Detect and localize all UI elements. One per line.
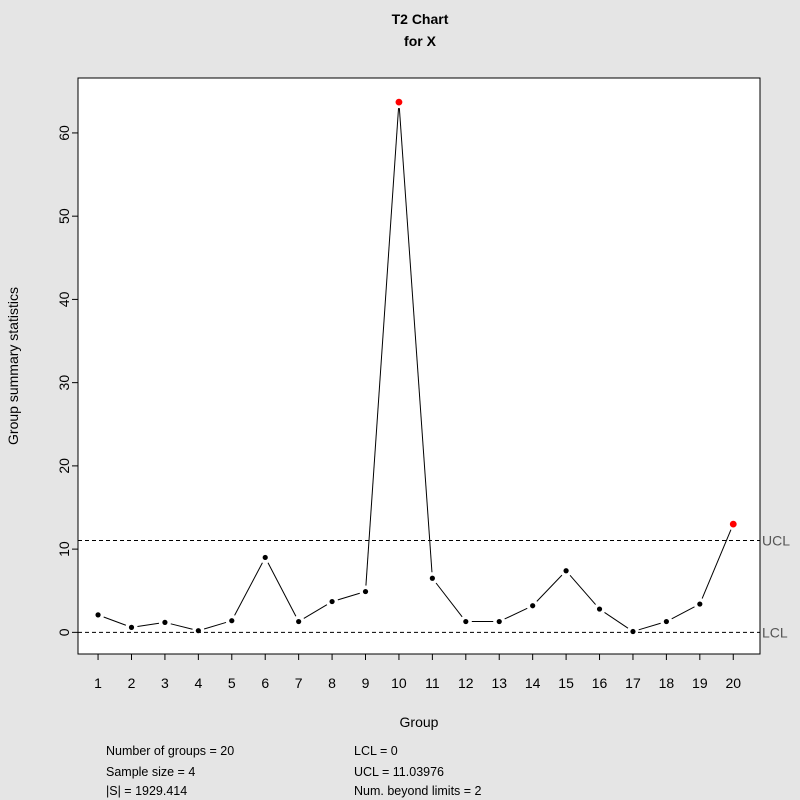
data-point xyxy=(329,598,335,605)
series-segment xyxy=(701,529,732,599)
series-segment xyxy=(303,604,328,619)
data-point xyxy=(530,603,536,609)
stat-beyond-limits: Num. beyond limits = 2 xyxy=(354,784,482,798)
series-segment xyxy=(234,562,263,616)
y-tick-label: 10 xyxy=(56,541,72,557)
series-segment xyxy=(170,623,193,630)
x-tick-label: 17 xyxy=(625,675,641,691)
x-tick-label: 8 xyxy=(328,675,336,691)
series-segment xyxy=(604,611,629,629)
data-point xyxy=(463,618,469,625)
plot-area xyxy=(77,77,761,655)
data-point xyxy=(162,619,168,625)
stats-right: LCL = 0 UCL = 11.03976 Num. beyond limit… xyxy=(354,744,482,798)
x-tick-label: 14 xyxy=(525,675,541,691)
x-tick-label: 4 xyxy=(194,675,202,691)
x-axis: 1 2 3 4 5 6 7 8 9 10 11 12 13 14 15 16 17 18 19 20 xyxy=(94,654,741,691)
data-point xyxy=(229,618,235,624)
stat-determinant: |S| = 1929.414 xyxy=(106,784,187,798)
stats-left: Number of groups = 20 Sample size = 4 |S… xyxy=(106,744,234,798)
x-axis-label: Group xyxy=(400,714,439,730)
stat-lcl: LCL = 0 xyxy=(354,744,398,758)
series-segment xyxy=(638,622,661,631)
data-series xyxy=(95,98,737,635)
y-tick-label: 30 xyxy=(56,375,72,391)
series-segment xyxy=(337,592,360,601)
data-point-out-of-control xyxy=(395,98,403,106)
x-tick-label: 5 xyxy=(228,675,236,691)
ucl-label: UCL xyxy=(762,532,790,548)
series-segment xyxy=(504,607,528,620)
series-segment xyxy=(671,606,695,620)
stat-sample-size: Sample size = 4 xyxy=(106,765,195,779)
series-segment xyxy=(398,108,433,573)
y-axis-label: Group summary statistics xyxy=(5,287,21,445)
data-point xyxy=(262,554,268,561)
series-segment xyxy=(569,574,596,605)
stat-number-of-groups: Number of groups = 20 xyxy=(106,744,234,758)
x-tick-label: 7 xyxy=(295,675,303,691)
data-point xyxy=(663,618,669,625)
control-limits: UCL LCL xyxy=(78,532,790,640)
x-tick-label: 18 xyxy=(659,675,675,691)
x-tick-label: 3 xyxy=(161,675,169,691)
x-tick-label: 15 xyxy=(558,675,574,691)
x-tick-label: 12 xyxy=(458,675,474,691)
x-tick-label: 19 xyxy=(692,675,708,691)
x-tick-label: 16 xyxy=(592,675,608,691)
x-tick-label: 2 xyxy=(128,675,136,691)
chart-subtitle: for X xyxy=(404,33,437,49)
data-point xyxy=(95,612,101,618)
data-point xyxy=(630,628,636,635)
stat-ucl: UCL = 11.03976 xyxy=(354,765,444,779)
x-tick-label: 1 xyxy=(94,675,102,691)
data-point xyxy=(697,601,703,607)
data-point xyxy=(362,588,369,595)
y-tick-label: 50 xyxy=(56,208,72,224)
series-segment xyxy=(536,574,563,602)
y-tick-label: 40 xyxy=(56,291,72,307)
y-tick-label: 20 xyxy=(56,458,72,474)
series-segment xyxy=(435,582,463,618)
series-segment xyxy=(103,616,127,626)
series-segment xyxy=(267,562,297,617)
data-point xyxy=(496,618,502,625)
data-point xyxy=(429,575,435,581)
x-tick-label: 6 xyxy=(261,675,269,691)
y-axis: 0 10 20 30 40 50 60 xyxy=(56,125,78,636)
series-segment xyxy=(137,622,160,627)
data-point xyxy=(195,628,201,634)
data-point xyxy=(296,618,302,625)
data-point xyxy=(596,606,603,612)
lcl-label: LCL xyxy=(762,624,788,640)
x-tick-label: 11 xyxy=(425,675,440,691)
chart-title: T2 Chart xyxy=(392,11,449,27)
y-tick-label: 60 xyxy=(56,125,72,141)
x-tick-label: 10 xyxy=(391,675,407,691)
series-segment xyxy=(365,108,400,586)
series-segment xyxy=(203,621,227,630)
data-point xyxy=(563,568,569,574)
data-point-out-of-control xyxy=(729,520,737,528)
data-point xyxy=(128,624,135,630)
y-tick-label: 0 xyxy=(56,628,72,636)
x-tick-label: 9 xyxy=(362,675,370,691)
x-tick-label: 13 xyxy=(491,675,507,691)
x-tick-label: 20 xyxy=(725,675,741,691)
